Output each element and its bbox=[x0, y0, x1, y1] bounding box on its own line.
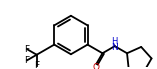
Text: N: N bbox=[111, 43, 118, 52]
Text: F: F bbox=[24, 56, 30, 65]
Text: F: F bbox=[34, 61, 39, 69]
Text: H: H bbox=[112, 37, 118, 46]
Text: F: F bbox=[24, 45, 30, 54]
Text: O: O bbox=[93, 63, 100, 69]
